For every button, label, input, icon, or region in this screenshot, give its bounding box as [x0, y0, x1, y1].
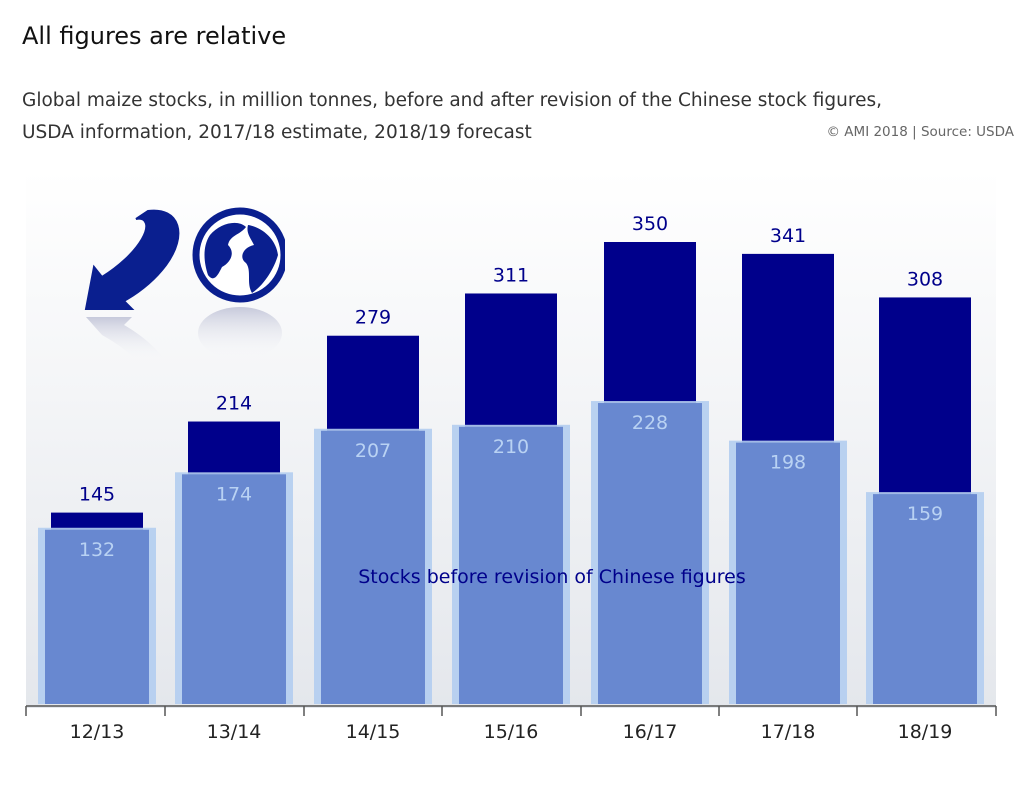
data-label-after-revision: 279 — [355, 307, 391, 329]
bars-group — [38, 242, 984, 704]
x-tick-label: 13/14 — [207, 721, 262, 743]
bar-before-revision — [459, 426, 563, 704]
data-label-before-revision: 198 — [770, 452, 806, 474]
x-tick-label: 17/18 — [761, 721, 816, 743]
bar-before-revision — [598, 403, 702, 704]
subtitle-line-1: Global maize stocks, in million tonnes, … — [22, 90, 882, 111]
data-label-before-revision: 132 — [79, 539, 115, 561]
x-axis: 12/13 13/14 14/15 15/16 16/17 17/18 18/19 — [25, 705, 997, 743]
arrow-reflection — [86, 317, 166, 361]
bar-before-revision — [873, 494, 977, 704]
x-tick-label: 14/15 — [346, 721, 401, 743]
x-tick-label: 16/17 — [623, 721, 678, 743]
data-label-before-revision: 174 — [216, 483, 252, 505]
source-note: © AMI 2018 | Source: USDA — [826, 124, 1014, 140]
subtitle-line-2: USDA information, 2017/18 estimate, 2018… — [22, 122, 532, 143]
globe-continent-americas — [204, 222, 246, 279]
bar-before-revision — [182, 474, 286, 704]
x-tick-label: 18/19 — [898, 721, 953, 743]
data-label-after-revision: 308 — [907, 268, 943, 290]
curved-arrow-shape — [84, 209, 180, 310]
data-label-before-revision: 159 — [907, 503, 943, 525]
chart-subtitle: Global maize stocks, in million tonnes, … — [22, 85, 1002, 149]
data-label-after-revision: 145 — [79, 484, 115, 506]
bar-before-revision — [736, 442, 840, 704]
x-tick-label: 12/13 — [70, 721, 125, 743]
labels-group: 145 132 214 174 279 207 311 210 350 228 341 198 308 1… — [79, 213, 943, 561]
bar-before-revision — [321, 430, 425, 704]
bar-before-revision — [45, 529, 149, 704]
data-label-after-revision: 311 — [493, 264, 529, 286]
data-label-before-revision: 228 — [632, 412, 668, 434]
data-label-after-revision: 341 — [770, 225, 806, 247]
globe-continent-africa — [242, 225, 278, 293]
data-label-after-revision: 214 — [216, 393, 252, 415]
arrow-and-globe-icon — [84, 207, 285, 361]
chart-title: All figures are relative — [22, 22, 287, 50]
series-label-before-revision: Stocks before revision of Chinese figure… — [358, 566, 746, 588]
globe-reflection — [198, 307, 282, 359]
data-label-before-revision: 207 — [355, 440, 391, 462]
x-tick-label: 15/16 — [484, 721, 539, 743]
data-label-before-revision: 210 — [493, 436, 529, 458]
data-label-after-revision: 350 — [632, 213, 668, 235]
